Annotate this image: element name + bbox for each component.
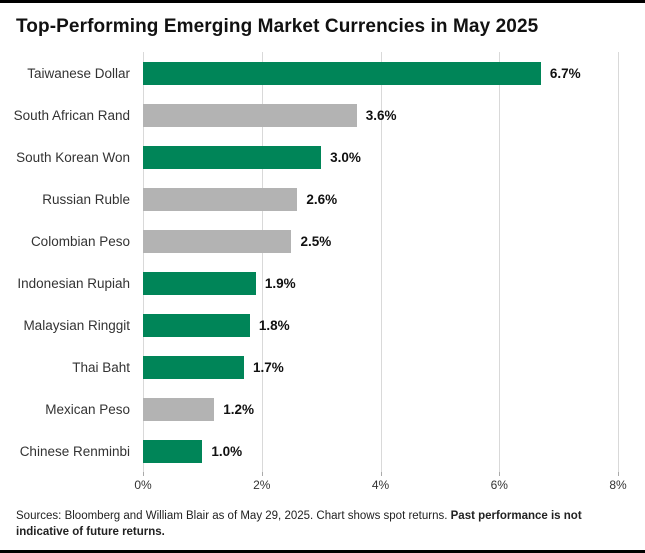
- gridline: [499, 52, 501, 476]
- chart-row: South Korean Won 3.0%: [10, 136, 618, 178]
- value-label: 1.7%: [252, 359, 284, 375]
- chart-row: Colombian Peso 2.5%: [10, 220, 618, 262]
- bar-area: 1.7%: [143, 355, 618, 379]
- category-label: South Korean Won: [16, 149, 130, 165]
- value-label: 1.8%: [258, 317, 290, 333]
- gridline: [618, 52, 619, 476]
- source-note-text: Sources: Bloomberg and William Blair as …: [16, 509, 451, 522]
- chart-row: Chinese Renminbi 1.0%: [10, 430, 618, 472]
- bar: [143, 103, 357, 127]
- axis-tick: [618, 472, 619, 476]
- bar-area: 3.0%: [143, 145, 618, 169]
- chart-row: Mexican Peso 1.2%: [10, 388, 618, 430]
- bar-chart: Taiwanese Dollar 6.7% South African Rand 3.…: [10, 52, 627, 494]
- value-label: 1.0%: [211, 443, 243, 459]
- bar-area: 1.2%: [143, 397, 618, 421]
- axis-tick: [499, 472, 501, 476]
- gridlines: [143, 52, 619, 476]
- chart-row: Thai Baht 1.7%: [10, 346, 618, 388]
- value-label: 1.9%: [264, 275, 296, 291]
- category-label: Mexican Peso: [45, 401, 130, 417]
- bar-area: 2.5%: [143, 229, 618, 253]
- x-axis: 0% 2% 4% 6% 8%: [134, 472, 626, 494]
- bar-area: 3.6%: [143, 103, 618, 127]
- category-label: Taiwanese Dollar: [27, 65, 130, 81]
- chart-row: Taiwanese Dollar 6.7%: [10, 52, 618, 94]
- value-label: 3.6%: [365, 107, 397, 123]
- chart-row: Russian Ruble 2.6%: [10, 178, 618, 220]
- bar-area: 1.9%: [143, 271, 618, 295]
- bar: [143, 271, 256, 295]
- chart-rows: Taiwanese Dollar 6.7% South African Rand 3.…: [10, 52, 618, 472]
- source-note: Sources: Bloomberg and William Blair as …: [0, 500, 645, 550]
- chart-title: Top-Performing Emerging Market Currencie…: [16, 16, 539, 37]
- axis-tick: [261, 472, 263, 476]
- bar-area: 1.8%: [143, 313, 618, 337]
- x-tick-label: 6%: [490, 478, 508, 492]
- bar: [143, 439, 203, 463]
- value-label: 1.2%: [223, 401, 255, 417]
- gridline: [143, 52, 144, 476]
- bar: [143, 397, 215, 421]
- x-tick-label: 8%: [609, 478, 627, 492]
- x-tick-label: 4%: [371, 478, 390, 492]
- value-label: 2.5%: [300, 233, 332, 249]
- axis-tick: [380, 472, 382, 476]
- category-label: Chinese Renminbi: [19, 443, 130, 459]
- gridline: [261, 52, 263, 476]
- x-tick-label: 0%: [134, 478, 152, 492]
- bar: [143, 313, 250, 337]
- bar-area: 1.0%: [143, 439, 618, 463]
- category-label: Indonesian Rupiah: [17, 275, 130, 291]
- bar: [143, 187, 298, 211]
- value-label: 6.7%: [549, 65, 581, 81]
- x-tick-label: 2%: [253, 478, 271, 492]
- bar: [143, 355, 244, 379]
- bar: [143, 61, 541, 85]
- chart-row: Malaysian Ringgit 1.8%: [10, 304, 618, 346]
- axis-tick: [143, 472, 144, 476]
- chart-row: Indonesian Rupiah 1.9%: [10, 262, 618, 304]
- disclaimer-text: Past performance is not indicative of fu…: [16, 509, 582, 538]
- bar: [143, 145, 322, 169]
- bar-area: 2.6%: [143, 187, 618, 211]
- category-label: Russian Ruble: [42, 191, 130, 207]
- value-label: 3.0%: [330, 149, 361, 165]
- bar-area: 6.7%: [143, 61, 618, 85]
- category-label: Malaysian Ringgit: [23, 317, 130, 333]
- category-label: Colombian Peso: [30, 233, 130, 249]
- chart-row: South African Rand 3.6%: [10, 94, 618, 136]
- category-label: Thai Baht: [72, 359, 130, 375]
- gridline: [380, 52, 382, 476]
- category-label: South African Rand: [13, 107, 130, 123]
- value-label: 2.6%: [306, 191, 338, 207]
- bar: [143, 229, 292, 253]
